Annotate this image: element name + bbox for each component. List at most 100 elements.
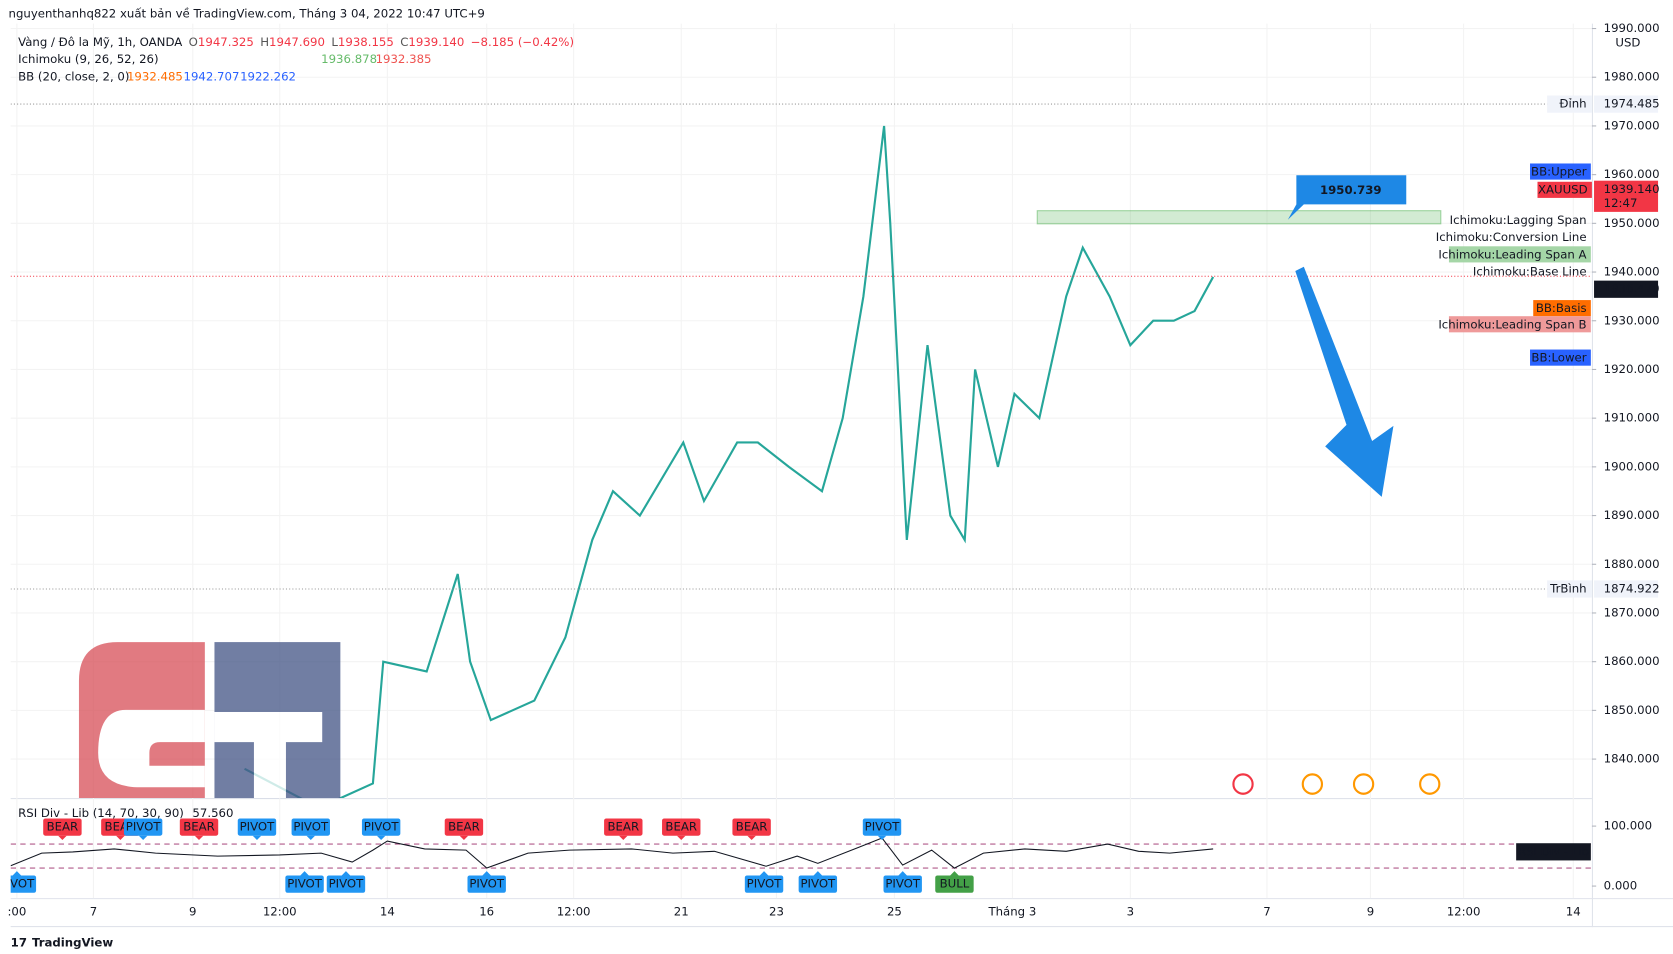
x-tick-label: :00	[7, 905, 26, 919]
x-tick-label: 7	[90, 905, 97, 919]
x-tick-label: 12:00	[263, 905, 297, 919]
ohlc-label: L	[331, 34, 338, 48]
signal-bg	[285, 875, 324, 893]
signal-bg	[10, 875, 37, 893]
ohlc-label: H	[260, 34, 269, 48]
level-value-bg	[1594, 95, 1659, 113]
y-tick-label: 1840.000	[1604, 752, 1660, 766]
logo-c-inner	[98, 709, 205, 788]
bb-name: BB (20, close, 2, 0)	[18, 69, 129, 83]
callout-box	[1287, 175, 1407, 220]
ichimoku-name: Ichimoku (9, 26, 52, 26)	[18, 52, 158, 66]
level-tag-bg	[1547, 580, 1592, 598]
signal-label: PIVOT	[126, 820, 162, 834]
ohlc-label: C	[400, 34, 408, 48]
rsi-tag-bg	[1516, 843, 1591, 861]
ohlc-label: O	[189, 34, 198, 48]
rsi-legend: RSI Div - Lib (14, 70, 30, 90) 57.560	[18, 806, 233, 820]
ohlc-value: 1947.325	[198, 34, 254, 48]
signal-label: BULL	[940, 877, 970, 891]
signal-bg	[123, 818, 163, 836]
signal-label: PIVOT	[287, 877, 323, 891]
x-tick-label: 9	[1367, 905, 1374, 919]
signal-pointer	[341, 871, 351, 876]
rsi-tag: RSI Div - Lib	[1518, 844, 1589, 858]
bb-value: 1942.707	[184, 69, 240, 83]
signal-label: PIVOT	[865, 820, 901, 834]
zone	[1036, 210, 1442, 225]
tag-bg	[1533, 300, 1591, 317]
y-tick-label: 1850.000	[1604, 703, 1660, 717]
y-tick-label: 1870.000	[1604, 605, 1660, 619]
last-price: 1939.140	[1604, 182, 1660, 196]
y-tick-label: 100.000	[1604, 819, 1652, 833]
signal-pointer	[747, 835, 756, 840]
tag-bg	[1448, 246, 1591, 263]
y-tick-label: 1960.000	[1604, 167, 1660, 181]
x-tick-label: 9	[189, 905, 196, 919]
watermark	[78, 642, 341, 799]
signal-pointer	[459, 835, 469, 840]
signal-pointer	[306, 835, 316, 840]
ohlc-value: 1947.690	[269, 34, 325, 48]
event-icon	[1352, 773, 1375, 795]
price-line-bg	[1594, 280, 1659, 298]
signal-label: BEAR	[607, 820, 639, 834]
y-tick-label: 1990.000	[1604, 21, 1660, 35]
signal-bg	[326, 875, 366, 893]
x-tick-label: Tháng 3	[987, 905, 1036, 919]
signal-bg	[361, 818, 401, 836]
signal-label: BEAR	[47, 820, 79, 834]
ohlc-value: 1939.140	[408, 34, 464, 48]
y-tick-label: 1910.000	[1604, 411, 1660, 425]
signal-label: BEAR	[665, 820, 697, 834]
y-tick-label: 1880.000	[1604, 557, 1660, 571]
signal-bg	[744, 875, 784, 893]
signal-label: PIVOT	[240, 820, 276, 834]
level-label: TrBình	[1549, 581, 1586, 595]
signal-pointer	[12, 871, 22, 876]
signal-pointer	[194, 835, 204, 840]
main-pane	[10, 103, 1592, 799]
signal-bg	[732, 818, 771, 836]
attribution: nguyenthanhq822 xuất bản về TradingView.…	[9, 6, 485, 20]
signal-label: PIVOT	[329, 877, 365, 891]
tag-bg	[1530, 349, 1591, 366]
tag-label: Ichimoku:Lagging Span	[1450, 213, 1587, 227]
signal-bg	[179, 818, 219, 836]
series-line	[244, 125, 1215, 799]
signal-pointer	[619, 835, 628, 840]
signal-label: BEAR	[448, 820, 480, 834]
signal-pointer	[813, 871, 823, 876]
change: −8.185 (−0.42%)	[471, 34, 574, 48]
symbol: Vàng / Đô la Mỹ, 1h, OANDA	[18, 34, 182, 48]
level-label: Đỉnh	[1559, 97, 1586, 111]
rsi-value: 57.560	[192, 806, 233, 820]
x-tick-label: 14	[380, 905, 395, 919]
signal-bg	[883, 875, 922, 893]
symbol-tag-bg	[1537, 181, 1592, 198]
signal-bg	[43, 818, 82, 836]
signal-bg	[662, 818, 701, 836]
tag-bg	[1530, 163, 1591, 180]
tag-label: Ichimoku:Base Line	[1473, 265, 1587, 279]
y-tick-label: 1980.000	[1604, 70, 1660, 84]
level-tag-bg	[1547, 95, 1592, 113]
signal-pointer	[676, 835, 686, 840]
bb-value: 1922.262	[240, 69, 296, 83]
x-tick-label: 14	[1566, 905, 1581, 919]
signal-bg	[935, 875, 974, 893]
event-icon	[1232, 773, 1254, 795]
x-tick-label: 3	[1127, 905, 1134, 919]
signal-label: PIVOT	[293, 820, 329, 834]
signal-bg	[862, 818, 902, 836]
y-tick-label: 1900.000	[1604, 459, 1660, 473]
signal-label: BEAR	[736, 820, 768, 834]
signal-pointer	[252, 835, 262, 840]
level-value: 1974.485	[1604, 97, 1660, 111]
y-tick-label: 1920.000	[1604, 362, 1660, 376]
y-tick-label: 1950.000	[1604, 216, 1660, 230]
tag-label: Ichimoku:Leading Span A	[1438, 247, 1586, 261]
